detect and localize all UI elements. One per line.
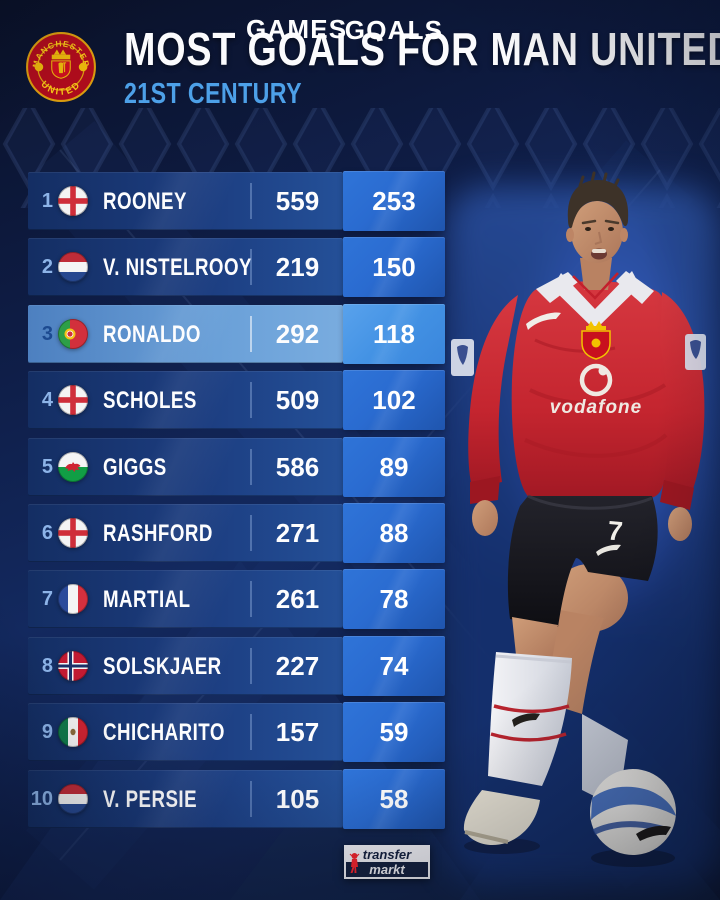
- goals-value: 150: [372, 252, 416, 283]
- goals-badge: 74: [343, 635, 445, 696]
- left-sock: [488, 652, 572, 786]
- table-row-martial: 7 MARTIAL 261 78: [28, 569, 445, 630]
- wales-flag-icon: [58, 451, 88, 482]
- club-crest-patch: [581, 321, 611, 360]
- goals-value: 102: [372, 385, 416, 416]
- nation-flag: [58, 650, 88, 681]
- france-flag-icon: [58, 584, 88, 615]
- goals-badge: 253: [343, 171, 445, 231]
- rank-label: 10: [30, 787, 53, 810]
- mascot-icon: [349, 853, 360, 873]
- goals-value: 59: [379, 717, 409, 748]
- player-name: V. PERSIE: [103, 785, 198, 813]
- goals-badge: 102: [343, 370, 445, 431]
- norway-flag-icon: [58, 650, 88, 681]
- goals-badge: 118: [343, 303, 445, 364]
- player-name: RONALDO: [103, 320, 201, 348]
- table-row-rooney: 1 ROONEY 559 253: [28, 171, 445, 231]
- games-value: 509: [275, 385, 320, 416]
- goals-badge: 89: [343, 436, 445, 497]
- games-value: 219: [275, 252, 320, 283]
- portugal-flag-icon: [58, 318, 88, 349]
- netherlands-flag-icon: [58, 252, 88, 283]
- club-crest-icon: MANCHESTER UNITED: [26, 32, 96, 102]
- goals-value: 89: [379, 451, 409, 482]
- nation-flag: [58, 451, 88, 482]
- goals-value: 253: [372, 186, 416, 216]
- player-name: V. NISTELROOY: [103, 254, 252, 282]
- table-row-chicharito: 9 CHICHARITO 157 59: [28, 702, 445, 763]
- rank-label: 1: [41, 190, 53, 212]
- table-row-giggs: 5 GIGGS 586 89: [28, 436, 445, 497]
- nation-flag: [58, 783, 88, 814]
- table-row-scholes: 4 SCHOLES 509 102: [28, 370, 445, 431]
- shirt-number: 7: [606, 515, 624, 546]
- page-subtitle: 21ST CENTURY: [124, 78, 302, 110]
- goals-badge: 150: [343, 237, 445, 298]
- player-name: MARTIAL: [103, 586, 191, 614]
- left-boot: [463, 790, 540, 846]
- player-figure: vodafone 7: [451, 171, 706, 867]
- games-value: 586: [275, 451, 320, 482]
- games-value: 105: [275, 783, 320, 814]
- goals-badge: 88: [343, 502, 445, 563]
- goals-badge: 59: [343, 702, 445, 763]
- column-header-games: GAMES: [246, 14, 348, 44]
- goals-value: 58: [379, 783, 409, 814]
- rank-label: 6: [41, 521, 53, 544]
- games-value: 292: [275, 318, 320, 349]
- nation-flag: [58, 717, 88, 748]
- player-name: RASHFORD: [103, 519, 213, 547]
- shirt-sponsor-text: vodafone: [550, 397, 642, 418]
- nation-flag: [58, 252, 88, 283]
- goals-badge: 58: [343, 768, 445, 829]
- nation-flag: [58, 385, 88, 416]
- nation-flag: [58, 186, 88, 216]
- table-row-rashford: 6 RASHFORD 271 88: [28, 502, 445, 563]
- netherlands-flag-icon: [58, 783, 88, 814]
- nation-flag: [58, 318, 88, 349]
- rank-label: 4: [41, 389, 53, 412]
- nation-flag: [58, 584, 88, 615]
- player-name: CHICHARITO: [103, 719, 225, 747]
- games-value: 559: [275, 186, 320, 216]
- rank-label: 7: [41, 588, 53, 611]
- football: [590, 769, 676, 855]
- games-value: 261: [275, 584, 320, 615]
- games-value: 227: [275, 650, 320, 681]
- england-flag-icon: [58, 517, 88, 548]
- player-head: [566, 171, 629, 263]
- transfermarkt-logo: transfer markt: [344, 845, 430, 879]
- ranking-table: 1 ROONEY 559 253 2 V. NIS: [28, 171, 445, 836]
- rank-label: 2: [41, 256, 53, 279]
- rank-label: 8: [41, 654, 53, 677]
- table-row-v-persie: 10 V. PERSIE 105 58: [28, 768, 445, 829]
- goals-value: 118: [373, 318, 415, 349]
- player-name: SCHOLES: [103, 387, 197, 415]
- rank-label: 9: [41, 721, 53, 744]
- player-name: ROONEY: [103, 188, 187, 215]
- player-name: GIGGS: [103, 453, 167, 481]
- player-photo: vodafone 7: [451, 171, 706, 867]
- mexico-flag-icon: [58, 717, 88, 748]
- england-flag-icon: [58, 385, 88, 416]
- column-header-goals: GOALS: [344, 15, 444, 45]
- england-flag-icon: [58, 186, 88, 216]
- games-value: 271: [275, 517, 320, 548]
- table-row-ronaldo: 3 RONALDO 292 118: [28, 303, 445, 364]
- left-arm: [468, 295, 518, 536]
- goals-value: 74: [379, 650, 409, 681]
- table-row-v-nistelrooy: 2 V. NISTELROOY 219 150: [28, 237, 445, 298]
- games-value: 157: [275, 717, 320, 748]
- player-name: SOLSKJAER: [103, 652, 222, 680]
- rank-label: 3: [41, 322, 53, 345]
- table-row-solskjaer: 8 SOLSKJAER 227 74: [28, 635, 445, 696]
- nation-flag: [58, 517, 88, 548]
- goals-value: 78: [379, 584, 409, 615]
- goals-badge: 78: [343, 569, 445, 630]
- goals-value: 88: [379, 517, 409, 548]
- rank-label: 5: [41, 455, 53, 478]
